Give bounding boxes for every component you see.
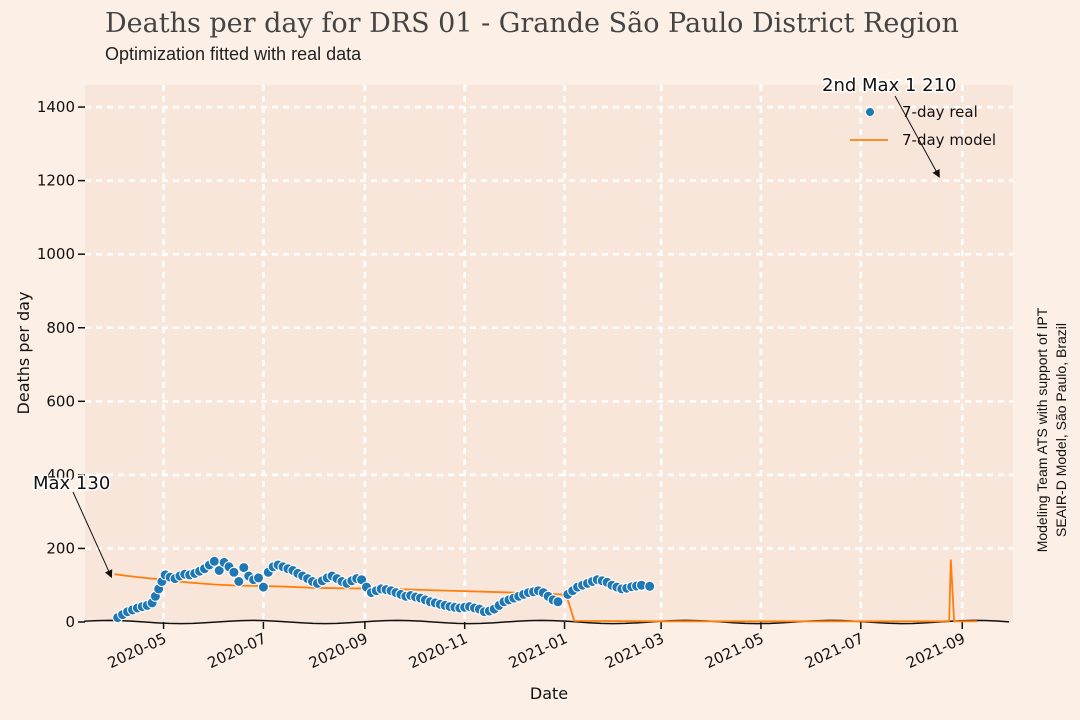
- legend: 7-day real 7-day model: [850, 103, 996, 149]
- credit-line-2: SEAIR-D Model, São Paulo, Brazil: [1053, 323, 1069, 537]
- x-tick-label: 2020-11: [406, 629, 470, 672]
- x-axis-ticks: 2020-05 2020-07 2020-09 2020-11 2021-01 2021-…: [105, 622, 968, 672]
- annotation-second-max-arrow: [894, 95, 940, 178]
- y-tick-label: 800: [46, 319, 75, 337]
- y-tick-label: 600: [46, 392, 75, 410]
- chart-title: Deaths per day for DRS 01 - Grande São P…: [105, 8, 959, 39]
- plot-area: [85, 85, 1013, 622]
- x-tick-label: 2021-03: [602, 629, 666, 672]
- y-tick-label: 1000: [37, 245, 75, 263]
- y-tick-label: 0: [65, 613, 75, 631]
- series-layer: [112, 555, 977, 624]
- y-tick-label: 1400: [37, 98, 75, 116]
- real-point: [644, 580, 656, 592]
- real-point: [228, 566, 240, 578]
- legend-real-label: 7-day real: [902, 103, 978, 121]
- annotation-max-label: Max 130: [33, 473, 110, 494]
- real-point: [257, 581, 269, 593]
- x-tick-label: 2020-07: [205, 629, 269, 672]
- chart-subtitle: Optimization fitted with real data: [105, 44, 362, 64]
- y-tick-label: 400: [46, 466, 75, 484]
- y-tick-label: 1200: [37, 172, 75, 190]
- x-tick-label: 2020-05: [105, 629, 169, 672]
- y-axis-label: Deaths per day: [14, 292, 33, 415]
- model-line: [114, 559, 977, 623]
- annotation-second-max-label: 2nd Max 1 210: [822, 75, 956, 96]
- annotation-max-arrow: [72, 491, 113, 579]
- x-tick-label: 2021-07: [802, 629, 866, 672]
- real-point: [213, 565, 225, 576]
- x-tick-label: 2021-01: [506, 629, 570, 672]
- credit-line-1: Modeling Team ATS with support of IPT: [1034, 307, 1050, 552]
- gridlines: [85, 85, 1013, 622]
- annotations: Max 130 2nd Max 1 210: [32, 74, 958, 579]
- x-tick-label: 2021-09: [904, 629, 968, 672]
- y-axis-ticks: 0 200 400 600 800 1000 1200 1400: [37, 98, 85, 631]
- x-axis-label: Date: [530, 684, 568, 703]
- legend-model-label: 7-day model: [902, 131, 996, 149]
- legend-real-marker: [865, 107, 875, 117]
- real-point: [552, 596, 564, 608]
- y-tick-label: 200: [46, 539, 75, 557]
- real-point: [208, 555, 220, 567]
- real-point: [233, 576, 245, 587]
- real-point: [253, 572, 264, 584]
- x-tick-label: 2020-09: [306, 629, 370, 672]
- x-tick-label: 2021-05: [702, 629, 766, 672]
- real-point: [238, 562, 250, 574]
